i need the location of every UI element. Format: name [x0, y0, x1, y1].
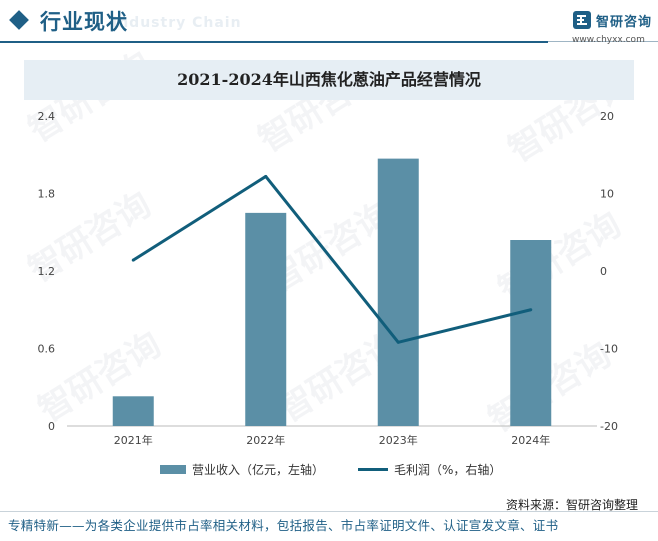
legend-swatch-line: [358, 467, 388, 471]
legend-swatch-bar: [160, 464, 186, 474]
header-subtitle-en: Industry Chain: [112, 15, 242, 31]
header-divider-thin: [548, 41, 658, 42]
legend-item-revenue: 营业收入（亿元，左轴）: [160, 459, 324, 479]
series-line-gross-profit: [132, 174, 532, 344]
brand-url: www.chyxx.com: [572, 35, 645, 45]
y-right-tick-label: 20: [600, 110, 614, 123]
brand-name: 智研咨询: [596, 15, 653, 30]
y-left-tick-label: 0: [48, 420, 55, 433]
page-header: Industry Chain 行业现状: [0, 0, 658, 46]
line-point-profit-2: [396, 340, 400, 344]
y-left-tick-label: 2.4: [38, 110, 56, 123]
chart-title: 2021-2024年山西焦化蒽油产品经营情况: [177, 70, 481, 89]
y-right-tick-label: -20: [600, 420, 618, 433]
legend-item-profit: 毛利润（%，右轴）: [358, 459, 501, 479]
bar-revenue-1: [245, 212, 287, 426]
footer-divider: [0, 511, 658, 512]
legend-label-revenue: 营业收入（亿元，左轴）: [192, 462, 325, 477]
bar-revenue-0: [112, 396, 154, 426]
x-tick-label: 2024年: [511, 433, 550, 447]
y-left-tick-label: 1.8: [38, 188, 56, 201]
brand-logo-icon: [573, 11, 591, 29]
x-tick-label: 2021年: [114, 433, 153, 447]
footer-note: 专精特新——为各类企业提供市占率相关材料，包括报告、市占率证明文件、认证宣发文章…: [8, 518, 559, 533]
line-point-profit-1: [264, 174, 268, 178]
line-point-profit-0: [131, 258, 135, 262]
page-title: 行业现状: [40, 10, 128, 34]
x-tick-label: 2023年: [379, 433, 418, 447]
bar-revenue-3: [510, 240, 552, 426]
y-left-tick-label: 0.6: [38, 343, 56, 356]
x-tick-label: 2022年: [246, 433, 285, 447]
chart-legend: 营业收入（亿元，左轴） 毛利润（%，右轴）: [0, 459, 658, 479]
bar-revenue-2: [377, 158, 419, 426]
y-right-tick-label: 0: [600, 265, 607, 278]
chart-title-banner: 2021-2024年山西焦化蒽油产品经营情况: [24, 60, 634, 100]
header-divider: [0, 41, 548, 43]
data-source: 资料来源：智研咨询整理: [506, 498, 639, 512]
y-right-tick-label: -10: [600, 343, 618, 356]
line-point-profit-3: [529, 308, 533, 312]
y-right-tick-label: 10: [600, 188, 614, 201]
legend-label-profit: 毛利润（%，右轴）: [394, 462, 502, 477]
y-left-tick-label: 1.2: [38, 265, 56, 278]
